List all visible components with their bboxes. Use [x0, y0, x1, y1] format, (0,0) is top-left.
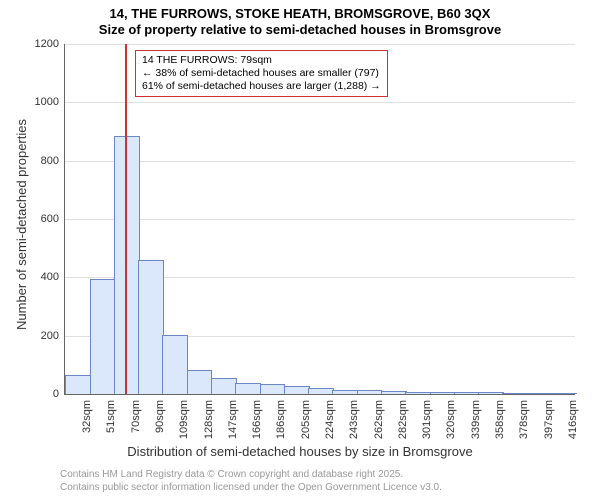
x-tick-label: 320sqm [445, 400, 457, 439]
histogram-bar [357, 390, 383, 394]
x-tick-label: 397sqm [543, 400, 555, 439]
histogram-bar [332, 390, 358, 395]
y-tick-label: 800 [41, 155, 59, 167]
x-tick-label: 51sqm [105, 400, 117, 433]
x-tick-label: 243sqm [348, 400, 360, 439]
y-tick-label: 600 [41, 213, 59, 225]
x-tick-label: 205sqm [300, 400, 312, 439]
histogram-bar [551, 393, 577, 394]
histogram-bar [381, 391, 407, 394]
histogram-bar [65, 375, 91, 394]
x-tick-label: 147sqm [227, 400, 239, 439]
attribution-line-1: Contains HM Land Registry data © Crown c… [60, 468, 442, 481]
y-tick-label: 0 [53, 388, 59, 400]
x-tick-label: 262sqm [373, 400, 385, 439]
y-tick-label: 1000 [35, 96, 59, 108]
x-tick-label: 32sqm [81, 400, 93, 433]
x-tick-label: 128sqm [203, 400, 215, 439]
gridline [65, 219, 575, 220]
x-tick-label: 282sqm [397, 400, 409, 439]
x-tick-label: 378sqm [518, 400, 530, 439]
title-line-2: Size of property relative to semi-detach… [0, 22, 600, 37]
gridline [65, 44, 575, 45]
x-axis-label: Distribution of semi-detached houses by … [0, 444, 600, 459]
attribution: Contains HM Land Registry data © Crown c… [60, 468, 442, 494]
annotation-line: 61% of semi-detached houses are larger (… [142, 80, 381, 93]
histogram-bar [162, 335, 188, 394]
annotation-line: ← 38% of semi-detached houses are smalle… [142, 67, 381, 80]
x-tick-label: 186sqm [275, 400, 287, 439]
histogram-bar [430, 392, 456, 394]
histogram-bar [211, 378, 237, 394]
histogram-bar [308, 388, 334, 394]
attribution-line-2: Contains public sector information licen… [60, 481, 442, 494]
histogram-bar [235, 383, 261, 394]
x-tick-label: 358sqm [494, 400, 506, 439]
y-tick-label: 400 [41, 271, 59, 283]
plot-area: 02004006008001000120032sqm51sqm70sqm90sq… [64, 44, 575, 395]
histogram-bar [405, 392, 431, 394]
y-axis-label: Number of semi-detached properties [14, 119, 29, 330]
histogram-bar [478, 392, 504, 394]
x-tick-label: 70sqm [130, 400, 142, 433]
histogram-bar [138, 260, 164, 394]
x-tick-label: 224sqm [324, 400, 336, 439]
histogram-bar [260, 384, 286, 394]
x-tick-label: 90sqm [154, 400, 166, 433]
x-tick-label: 339sqm [470, 400, 482, 439]
y-tick-label: 1200 [35, 38, 59, 50]
y-tick-label: 200 [41, 330, 59, 342]
histogram-bar [502, 393, 528, 394]
histogram-bar [527, 393, 553, 394]
gridline [65, 102, 575, 103]
x-tick-label: 301sqm [421, 400, 433, 439]
x-tick-label: 109sqm [178, 400, 190, 439]
x-tick-label: 166sqm [251, 400, 263, 439]
title-line-1: 14, THE FURROWS, STOKE HEATH, BROMSGROVE… [0, 6, 600, 21]
histogram-bar [90, 279, 116, 394]
histogram-bar [454, 392, 480, 394]
chart-container: 14, THE FURROWS, STOKE HEATH, BROMSGROVE… [0, 0, 600, 500]
gridline [65, 161, 575, 162]
annotation-box: 14 THE FURROWS: 79sqm← 38% of semi-detac… [135, 50, 388, 97]
reference-line [125, 44, 127, 394]
histogram-bar [187, 370, 213, 394]
x-tick-label: 416sqm [567, 400, 579, 439]
annotation-line: 14 THE FURROWS: 79sqm [142, 54, 381, 67]
histogram-bar [284, 386, 310, 394]
